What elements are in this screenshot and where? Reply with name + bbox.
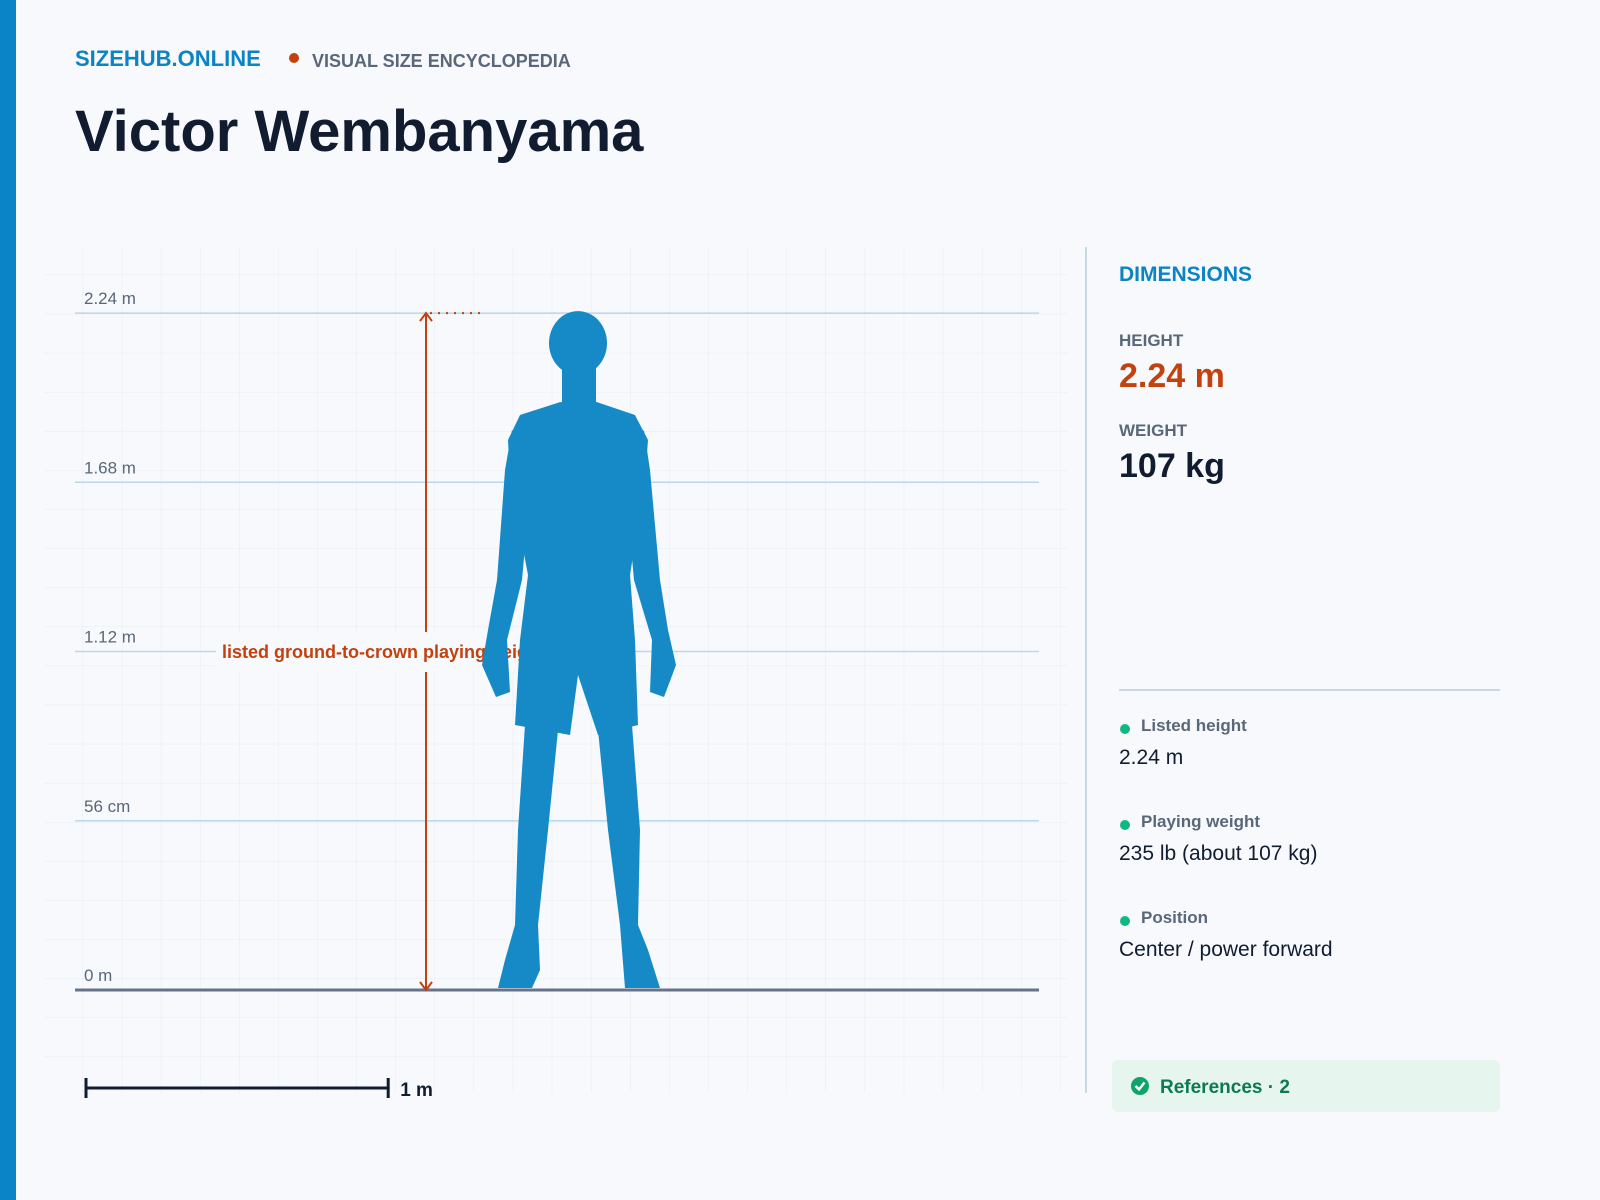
fact-name: Position (1141, 908, 1209, 927)
annotation: listed ground-to-crown playing height (222, 642, 545, 662)
stat-value: 2.24 m (1119, 357, 1225, 395)
scale-bar (84, 1078, 390, 1098)
stat-name: WEIGHT (1119, 421, 1187, 440)
tagline: VISUAL SIZE ENCYCLOPEDIA (312, 51, 571, 71)
separator (1119, 689, 1500, 691)
fact-text: 2.24 m (1119, 746, 1184, 769)
tick-label: 56 cm (84, 797, 130, 816)
stat-value: 107 kg (1119, 447, 1225, 485)
fact-name: Listed height (1141, 716, 1247, 735)
fact-text: 235 lb (about 107 kg) (1119, 842, 1318, 865)
stat-name: HEIGHT (1119, 331, 1184, 350)
fact-dot (1120, 916, 1130, 926)
accent-bar (0, 0, 16, 1200)
sidebar-heading: DIMENSIONS (1119, 263, 1253, 286)
scale-bar-label: 1 m (400, 1080, 433, 1101)
tick-label: 1.12 m (84, 628, 136, 647)
tick-label: 2.24 m (84, 289, 136, 308)
fact-dot (1120, 820, 1130, 830)
page-title: Victor Wembanyama (75, 99, 644, 164)
silhouette (482, 311, 676, 989)
tick-label: 1.68 m (84, 458, 136, 477)
dot (289, 53, 299, 63)
tick-label: 0 m (84, 966, 112, 985)
annotation-bg (216, 632, 516, 672)
references-label[interactable]: References · 2 (1160, 1077, 1290, 1098)
references-box[interactable]: References · 2 (1112, 1060, 1500, 1112)
fact-name: Playing weight (1141, 812, 1261, 831)
site-name: SIZEHUB.ONLINE (75, 46, 261, 71)
arrow-head (419, 311, 433, 992)
fact-dot (1120, 724, 1130, 734)
fact-text: Center / power forward (1119, 938, 1333, 961)
check-icon (1131, 1077, 1149, 1095)
size-chart: 2.24 m 1.68 m 1.12 m 56 cm 0 m listed ground… (44, 247, 1087, 1101)
